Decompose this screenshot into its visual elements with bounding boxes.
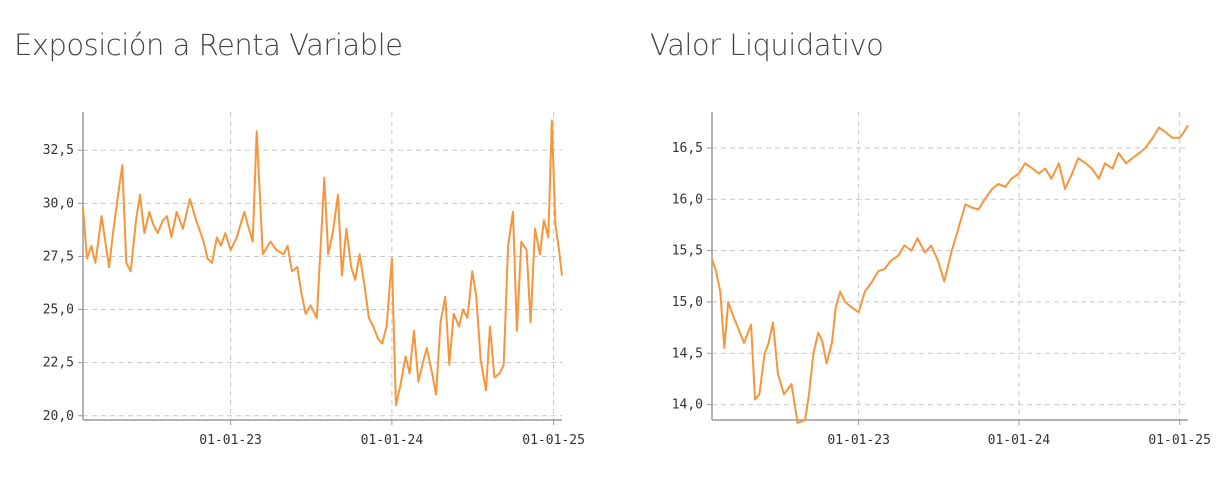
exposicion-y-tick-label: 32,5	[43, 143, 74, 158]
valor-liquidativo-x-tick-label: 01-01-25	[1148, 433, 1211, 448]
valor-liquidativo-y-tick-label: 15,0	[672, 295, 703, 310]
exposicion-y-tick-label: 30,0	[43, 196, 74, 211]
exposicion-x-tick-label: 01-01-25	[522, 433, 585, 448]
exposicion-y-tick-label: 22,5	[43, 356, 74, 371]
exposicion-x-tick-label: 01-01-23	[199, 433, 262, 448]
valor-liquidativo-y-tick-label: 16,0	[672, 192, 703, 207]
valor-liquidativo-x-tick-label: 01-01-24	[988, 433, 1051, 448]
valor-liquidativo-x-tick-label: 01-01-23	[827, 433, 890, 448]
valor-liquidativo-series-line	[711, 124, 1189, 425]
chart-title-exposicion: Exposición a Renta Variable	[14, 28, 403, 62]
exposicion-y-tick-label: 25,0	[43, 303, 74, 318]
exposicion-x-tick-label: 01-01-24	[361, 433, 424, 448]
exposicion-y-tick-label: 27,5	[43, 249, 74, 264]
chart-title-valor-liquidativo: Valor Liquidativo	[650, 28, 884, 62]
exposicion-series-line	[82, 119, 563, 407]
valor-liquidativo-y-tick-label: 14,0	[672, 398, 703, 413]
valor-liquidativo-y-tick-label: 16,5	[672, 141, 703, 156]
valor-liquidativo-y-tick-label: 14,5	[672, 346, 703, 361]
valor-liquidativo-y-tick-label: 15,5	[672, 244, 703, 259]
exposicion-y-tick-label: 20,0	[43, 409, 74, 424]
